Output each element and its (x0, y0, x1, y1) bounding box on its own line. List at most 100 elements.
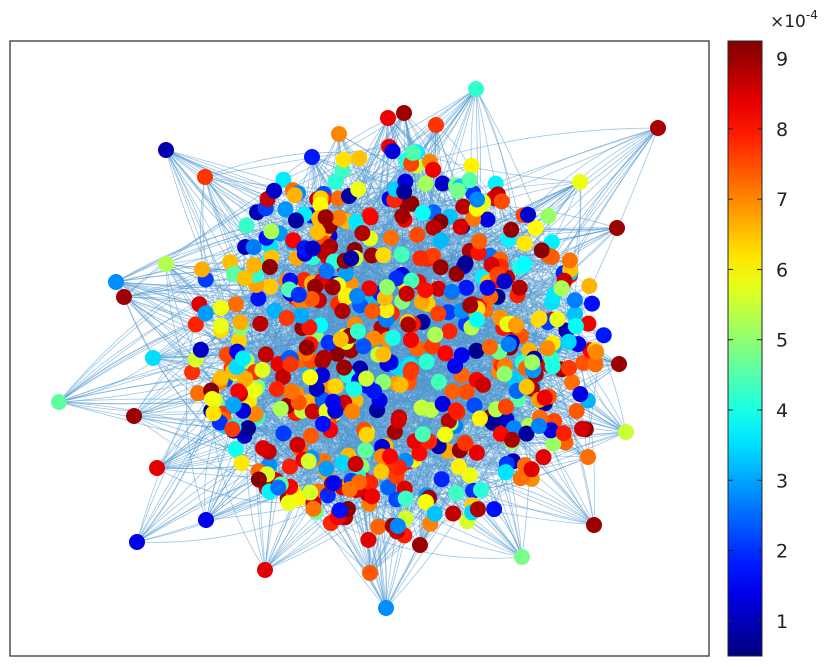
graph-edge (205, 235, 330, 521)
colorbar-ticks: 1 2 3 4 5 6 7 8 9 (728, 49, 788, 633)
graph-node (312, 196, 329, 213)
graph-node (496, 365, 513, 382)
graph-node (424, 247, 441, 264)
graph-node (586, 517, 602, 533)
graph-node (382, 448, 398, 465)
graph-node (466, 397, 483, 414)
graph-node (349, 323, 366, 340)
graph-node (481, 338, 498, 355)
colorbar-exponent: ×10-4 (770, 8, 818, 32)
graph-node (129, 534, 145, 550)
graph-node (409, 226, 426, 243)
graph-edge (165, 149, 412, 206)
graph-node (298, 339, 315, 356)
graph-node (308, 380, 325, 397)
graph-node (158, 142, 174, 158)
graph-node (433, 471, 450, 488)
graph-node (549, 311, 566, 328)
graph-node (402, 363, 419, 380)
graph-node (432, 259, 449, 276)
graph-node (479, 279, 496, 296)
graph-node (426, 505, 443, 522)
graph-node (149, 460, 165, 476)
graph-node (393, 246, 410, 263)
graph-node (618, 424, 634, 440)
graph-node (286, 187, 303, 204)
graph-node (330, 209, 347, 226)
graph-node (497, 464, 514, 481)
graph-node (212, 317, 229, 334)
graph-node (247, 406, 264, 423)
graph-edge (256, 416, 509, 440)
graph-node (303, 427, 319, 444)
graph-node (430, 305, 447, 322)
graph-node (457, 434, 474, 451)
graph-node (397, 490, 414, 507)
graph-node (544, 358, 561, 375)
graph-node (611, 356, 627, 372)
graph-node (471, 233, 488, 250)
graph-node (561, 359, 577, 376)
graph-node (417, 282, 434, 299)
graph-node (324, 279, 341, 296)
graph-node (461, 467, 478, 484)
graph-node (335, 454, 352, 471)
graph-node (449, 182, 466, 199)
graph-node (344, 403, 361, 420)
graph-node (257, 346, 274, 363)
graph-node (414, 426, 431, 443)
graph-node (471, 410, 488, 427)
graph-edge (279, 220, 297, 491)
graph-edge (58, 282, 313, 403)
graph-node (389, 518, 406, 534)
graph-node (240, 420, 256, 437)
graph-node (545, 435, 562, 452)
graph-node (500, 336, 517, 353)
graph-node (250, 471, 267, 488)
graph-node (318, 460, 335, 477)
graph-node (232, 314, 249, 331)
graph-node (362, 209, 379, 226)
graph-node (332, 331, 349, 348)
graph-node (270, 479, 287, 496)
graph-node (417, 494, 434, 510)
graph-node (351, 150, 368, 167)
graph-node (380, 110, 396, 126)
graph-node (278, 310, 295, 326)
colorbar-tick-label: 4 (776, 400, 788, 422)
graph-node (314, 367, 331, 384)
colorbar-tick-label: 8 (776, 119, 788, 141)
graph-node (358, 370, 375, 387)
graph-node (282, 356, 299, 373)
colorbar-gradient (727, 40, 763, 657)
graph-node (145, 350, 161, 366)
graph-node (343, 250, 360, 267)
graph-node (116, 289, 132, 305)
graph-node (468, 444, 485, 461)
graph-node (364, 488, 381, 505)
graph-node (347, 456, 364, 472)
graph-node (580, 315, 597, 332)
graph-node (575, 354, 592, 371)
graph-edge (204, 146, 390, 178)
graph-edge (404, 185, 457, 536)
graph-edge (264, 461, 310, 571)
graph-node (417, 175, 434, 192)
graph-node (331, 126, 347, 142)
graph-node (484, 414, 501, 431)
graph-node (275, 368, 291, 385)
graph-node (384, 329, 401, 346)
graph-edge (210, 410, 266, 571)
graph-node (320, 334, 337, 351)
graph-node (307, 278, 323, 295)
graph-node (475, 376, 492, 393)
graph-node (237, 270, 253, 287)
graph-node (448, 485, 465, 502)
graph-node (366, 383, 383, 400)
graph-edge (346, 220, 618, 231)
graph-node (567, 305, 583, 322)
graph-node (574, 420, 590, 437)
graph-edge (156, 392, 199, 469)
graph-node (533, 242, 550, 259)
graph-node (540, 207, 557, 224)
